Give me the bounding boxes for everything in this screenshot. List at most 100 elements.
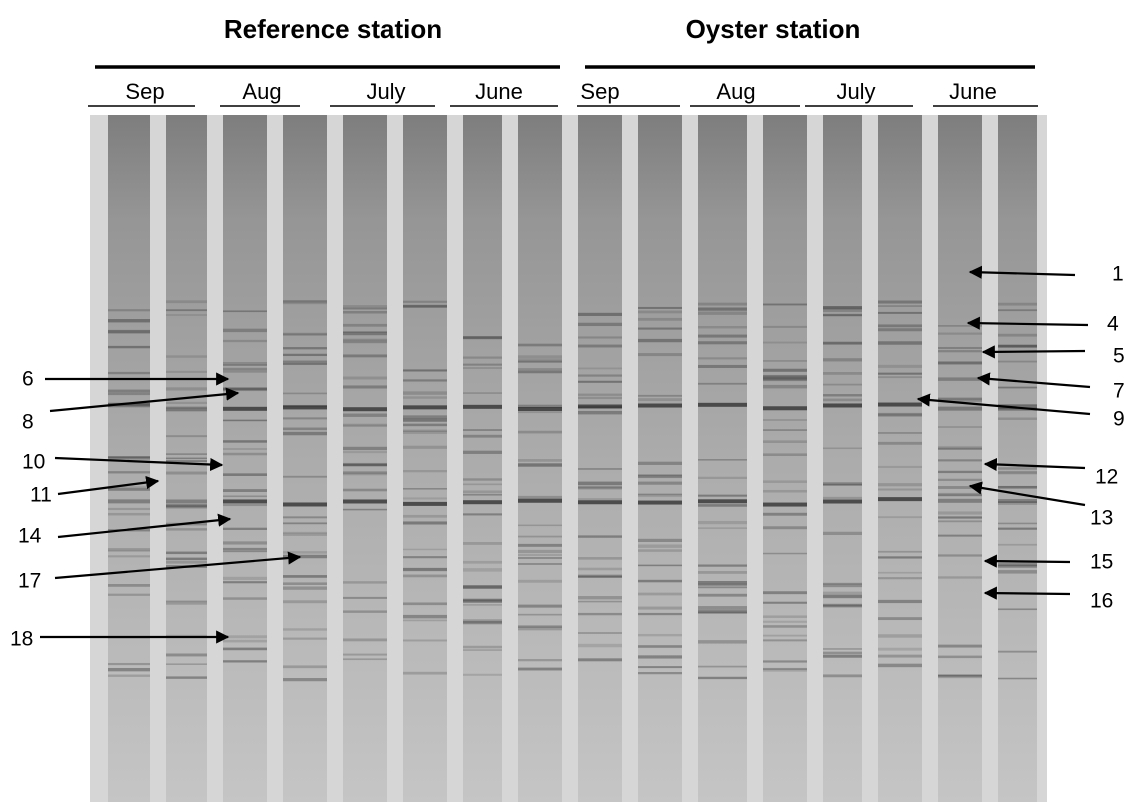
band bbox=[343, 638, 387, 641]
band bbox=[698, 308, 747, 311]
band bbox=[938, 479, 982, 481]
band bbox=[223, 310, 267, 312]
band bbox=[763, 553, 807, 555]
band bbox=[638, 404, 682, 408]
band bbox=[518, 668, 562, 671]
band bbox=[223, 370, 267, 373]
band bbox=[638, 462, 682, 465]
band-label: 11 bbox=[30, 484, 52, 507]
band bbox=[166, 314, 207, 316]
band bbox=[166, 460, 207, 462]
band bbox=[518, 563, 562, 565]
band bbox=[878, 600, 922, 603]
band bbox=[283, 432, 327, 435]
band bbox=[283, 476, 327, 478]
band bbox=[698, 521, 747, 524]
band bbox=[998, 608, 1037, 610]
band bbox=[638, 666, 682, 668]
band bbox=[763, 304, 807, 306]
band bbox=[283, 638, 327, 640]
band bbox=[638, 613, 682, 615]
band bbox=[283, 575, 327, 578]
band bbox=[998, 418, 1037, 420]
band bbox=[763, 526, 807, 529]
band bbox=[463, 513, 502, 515]
band bbox=[698, 459, 747, 461]
band bbox=[463, 674, 502, 676]
band bbox=[878, 414, 922, 416]
band bbox=[518, 361, 562, 363]
band bbox=[518, 544, 562, 547]
band bbox=[938, 554, 982, 556]
band bbox=[518, 359, 562, 361]
band bbox=[108, 675, 150, 677]
band bbox=[283, 364, 327, 366]
band bbox=[343, 610, 387, 612]
band bbox=[998, 503, 1037, 505]
band bbox=[763, 419, 807, 421]
band bbox=[938, 448, 982, 450]
lane bbox=[578, 115, 622, 802]
month-label: Sep bbox=[125, 79, 164, 104]
band bbox=[518, 554, 562, 556]
band bbox=[223, 660, 267, 662]
band bbox=[108, 319, 150, 322]
band bbox=[463, 367, 502, 369]
band bbox=[578, 596, 622, 599]
band bbox=[823, 372, 862, 375]
band bbox=[518, 628, 562, 631]
band bbox=[878, 577, 922, 579]
band bbox=[166, 552, 207, 554]
band bbox=[938, 426, 982, 428]
band bbox=[403, 424, 447, 427]
band bbox=[518, 411, 562, 413]
band bbox=[878, 328, 922, 331]
band bbox=[763, 668, 807, 670]
band bbox=[403, 521, 447, 524]
band bbox=[878, 432, 922, 434]
band bbox=[878, 312, 922, 314]
band bbox=[698, 666, 747, 668]
band bbox=[998, 544, 1037, 546]
band bbox=[878, 489, 922, 491]
band bbox=[166, 309, 207, 311]
band bbox=[463, 435, 502, 438]
band bbox=[166, 472, 207, 475]
band bbox=[283, 628, 327, 630]
band bbox=[638, 580, 682, 582]
band bbox=[698, 341, 747, 344]
band bbox=[763, 342, 807, 344]
band bbox=[463, 568, 502, 571]
band bbox=[698, 606, 747, 609]
band bbox=[578, 557, 622, 560]
band bbox=[698, 504, 747, 507]
band bbox=[823, 309, 862, 312]
band bbox=[403, 640, 447, 642]
band bbox=[823, 652, 862, 655]
band bbox=[578, 411, 622, 414]
band bbox=[463, 561, 502, 564]
band bbox=[403, 415, 447, 418]
page: {"groups": [ {"title": "Reference statio… bbox=[0, 0, 1137, 802]
band bbox=[938, 576, 982, 578]
lane bbox=[343, 115, 387, 802]
band bbox=[108, 550, 150, 552]
band bbox=[343, 307, 387, 309]
band bbox=[223, 495, 267, 497]
band bbox=[463, 364, 502, 366]
band bbox=[518, 580, 562, 583]
band bbox=[763, 660, 807, 662]
band bbox=[403, 672, 447, 675]
band bbox=[343, 499, 387, 503]
band bbox=[878, 634, 922, 637]
band bbox=[878, 648, 922, 651]
band bbox=[223, 440, 267, 442]
band bbox=[698, 594, 747, 597]
band bbox=[578, 374, 622, 376]
band bbox=[403, 379, 447, 381]
band bbox=[343, 654, 387, 656]
band bbox=[463, 478, 502, 480]
band bbox=[518, 550, 562, 553]
band bbox=[878, 664, 922, 667]
band bbox=[938, 499, 982, 503]
